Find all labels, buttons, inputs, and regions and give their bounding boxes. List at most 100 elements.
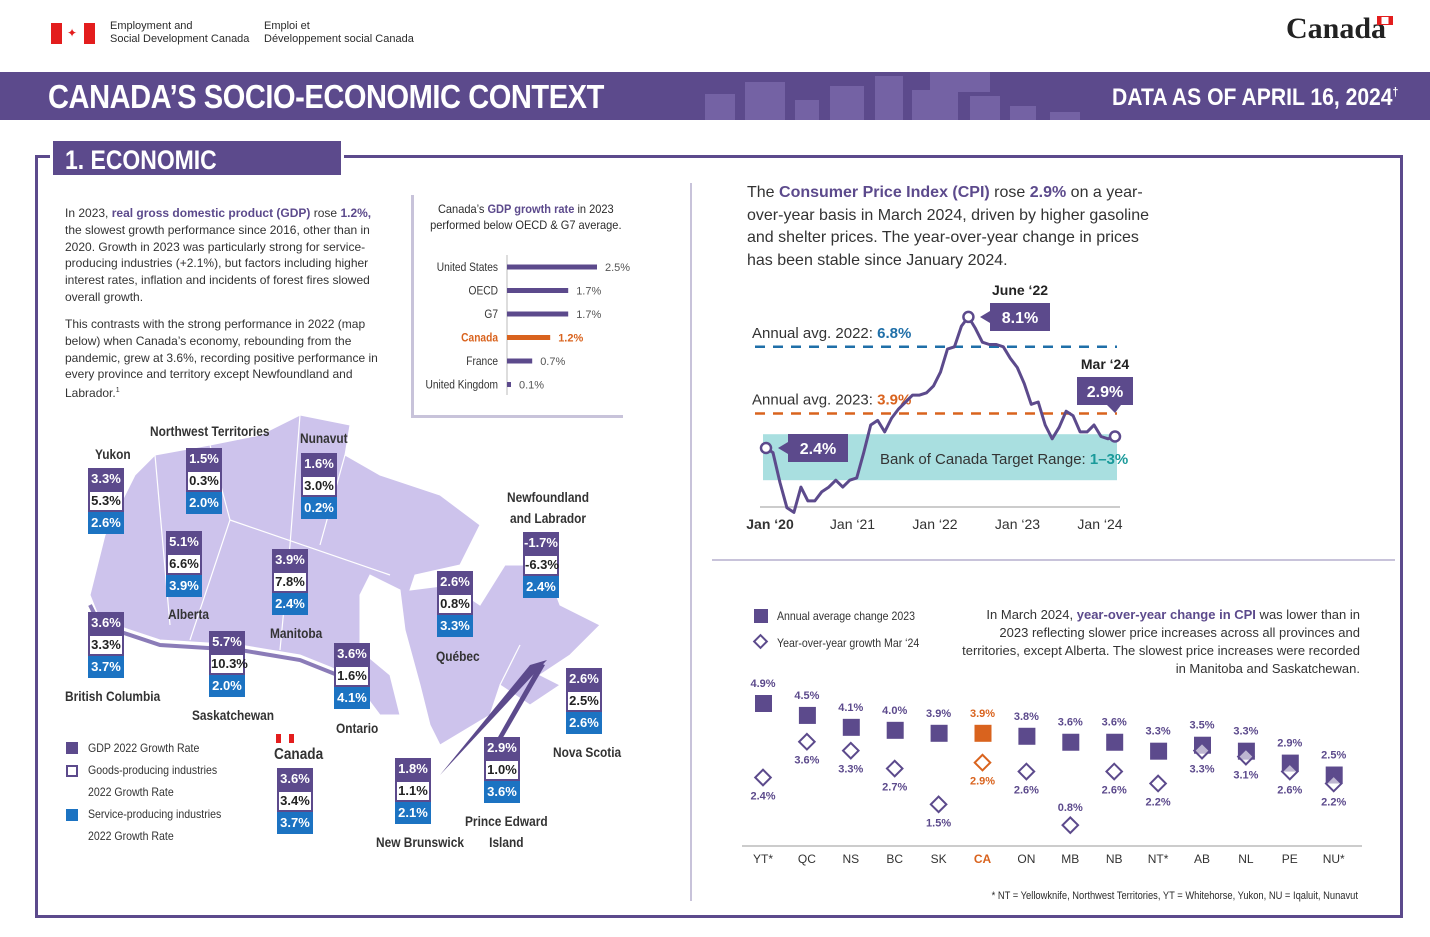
region-name: British Columbia <box>65 688 161 704</box>
skyline-decoration <box>705 72 1080 120</box>
canada-flag-small-icon <box>276 734 294 743</box>
region-goods-value: 1.0% <box>484 759 520 781</box>
region-services-value: 0.2% <box>301 497 337 519</box>
region-gdp-value: 1.8% <box>395 758 431 780</box>
region-gdp-value: 3.6% <box>88 612 124 634</box>
gdp-value-label: 1.7% <box>576 286 601 298</box>
region-name: Prince Edward Island <box>465 813 548 850</box>
region-name: Northwest Territories <box>150 423 270 439</box>
region-name: Manitoba <box>270 625 323 641</box>
gdp-bar <box>507 382 511 387</box>
footnote: * NT = Yellowknife, Northwest Territorie… <box>991 890 1358 902</box>
data-date: DATA AS OF APRIL 16, 2024† <box>1111 84 1398 111</box>
region-goods-value: 3.3% <box>88 634 124 656</box>
gdp-bar <box>507 288 569 293</box>
region-goods-value: 6.6% <box>166 553 202 575</box>
gdp-bar <box>507 335 551 340</box>
region-stat-box: 2.9% 1.0% 3.6% <box>484 737 520 803</box>
legend-swatch-annual <box>754 609 768 623</box>
region-stat-box: 1.8% 1.1% 2.1% <box>395 758 431 824</box>
region-gdp-value: 5.1% <box>166 531 202 553</box>
pei-pointer <box>485 663 545 760</box>
region-goods-value: 7.8% <box>272 571 308 593</box>
gdp-bar <box>507 311 569 317</box>
region-services-value: 2.0% <box>186 492 222 514</box>
gdp-value-label: 1.2% <box>558 333 583 345</box>
region-stat-box: 2.6% 2.5% 2.6% <box>566 668 602 734</box>
dot-chart-axis <box>742 845 1362 847</box>
region-services-value: 3.7% <box>88 656 124 678</box>
legend-label-services: Service-producing industries <box>88 807 222 821</box>
region-services-value: 3.3% <box>437 615 473 637</box>
page-title: CANADA’S SOCIO-ECONOMIC CONTEXT <box>48 78 604 115</box>
region-stat-box: 3.6% 1.6% 4.1% <box>334 643 370 709</box>
horizontal-divider <box>712 559 1395 561</box>
gdp-category-label: Canada <box>461 332 499 345</box>
legend-swatch-services <box>66 809 78 821</box>
region-stat-box: 2.6% 0.8% 3.3% <box>437 571 473 637</box>
dept-name-en: Employment and Social Development Canada <box>110 20 250 45</box>
intro-paragraph-2: This contrasts with the strong performan… <box>65 317 378 401</box>
region-stat-box: 5.7% 10.3% 2.0% <box>209 631 248 697</box>
region-gdp-value: -1.7% <box>523 532 559 554</box>
region-goods-value: 5.3% <box>88 490 124 512</box>
region-goods-value: 0.3% <box>186 470 222 492</box>
legend-label-services-2: 2022 Growth Rate <box>88 829 174 843</box>
region-stat-box: 1.5% 0.3% 2.0% <box>186 448 222 514</box>
region-name: Nunavut <box>300 430 348 446</box>
region-stat-box: 3.9% 7.8% 2.4% <box>272 549 308 615</box>
region-gdp-value: 5.7% <box>209 631 245 653</box>
region-gdp-value: 3.6% <box>334 643 370 665</box>
gdp-bar <box>507 264 597 270</box>
title-band <box>0 72 1430 120</box>
region-stat-box: 3.6% 3.4% 3.7% <box>277 768 313 834</box>
region-services-value: 2.4% <box>523 576 559 598</box>
gdp-category-label: United Kingdom <box>425 379 498 392</box>
region-gdp-value: 3.6% <box>277 768 313 790</box>
region-goods-value: -6.3% <box>523 554 559 576</box>
gdp-value-label: 0.1% <box>519 380 544 392</box>
gdp-value-label: 1.7% <box>576 309 601 321</box>
region-services-value: 2.0% <box>209 675 245 697</box>
region-name: Newfoundland and Labrador <box>507 489 589 526</box>
gdp-chart-title: Canada’s GDP growth rate in 2023 performe… <box>430 202 622 232</box>
legend-label-yoy: Year-over-year growth Mar ‘24 <box>777 636 920 650</box>
canada-wordmark: Canada <box>1286 12 1387 45</box>
region-stat-box: 5.1% 6.6% 3.9% <box>166 531 202 597</box>
section-title: 1. ECONOMIC CONTEXT <box>50 138 344 206</box>
region-gdp-value: 2.6% <box>437 571 473 593</box>
region-name: Québec <box>436 648 480 664</box>
canada-flag-icon: ✦ <box>51 23 95 44</box>
region-gdp-value: 1.6% <box>301 453 337 475</box>
nb-pointer <box>440 660 547 775</box>
region-stat-box: -1.7% -6.3% 2.4% <box>523 532 559 598</box>
legend-swatch-gdp <box>66 742 78 754</box>
legend-swatch-goods <box>66 765 78 777</box>
vertical-divider <box>690 183 692 901</box>
region-services-value: 2.4% <box>272 593 308 615</box>
legend-label-goods: Goods-producing industries <box>88 763 218 777</box>
intro-paragraph-1: In 2023, real gross domestic product (GD… <box>65 206 372 304</box>
region-name: Ontario <box>336 720 379 736</box>
gdp-bar <box>507 358 533 364</box>
region-gdp-value: 2.6% <box>566 668 602 690</box>
region-services-value: 4.1% <box>334 687 370 709</box>
gdp-category-label: France <box>466 355 498 368</box>
gdp-chart-border-bottom <box>411 415 623 418</box>
region-goods-value: 3.4% <box>277 790 313 812</box>
gdp-category-label: G7 <box>484 308 498 321</box>
region-goods-value: 1.6% <box>334 665 370 687</box>
gdp-value-label: 2.5% <box>605 262 630 274</box>
region-stat-box: 1.6% 3.0% 0.2% <box>301 453 337 519</box>
cpi-summary: The Consumer Price Index (CPI) rose 2.9%… <box>747 184 1149 269</box>
gdp-value-label: 0.7% <box>540 356 565 368</box>
region-services-value: 2.6% <box>566 712 602 734</box>
region-name: Saskatchewan <box>192 707 275 723</box>
region-services-value: 3.7% <box>277 812 313 834</box>
region-goods-value: 1.1% <box>395 780 431 802</box>
region-services-value: 2.1% <box>395 802 431 824</box>
gdp-bar-chart: United States 2.5% OECD 1.7% G7 1.7% Canada 1.2… <box>425 255 630 395</box>
region-name: New Brunswick <box>376 834 464 850</box>
section-frame <box>35 155 1403 918</box>
legend-label-annual: Annual average change 2023 <box>777 609 915 623</box>
